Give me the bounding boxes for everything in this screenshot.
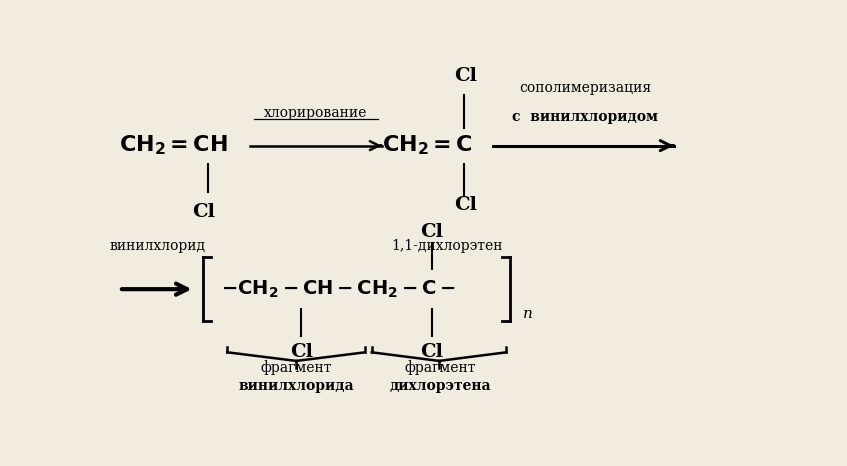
Text: $\mathbf{-CH_2-CH-CH_2-C-}$: $\mathbf{-CH_2-CH-CH_2-C-}$	[221, 279, 456, 300]
Text: Cl: Cl	[290, 343, 313, 361]
Text: Cl: Cl	[419, 343, 443, 361]
Text: с  винилхлоридом: с винилхлоридом	[512, 110, 658, 123]
Text: фрагмент: фрагмент	[405, 360, 476, 375]
Text: Cl: Cl	[455, 67, 478, 85]
Text: n: n	[523, 307, 533, 321]
Text: дихлорэтена: дихлорэтена	[390, 378, 491, 393]
Text: Cl: Cl	[419, 223, 443, 241]
Text: винилхлорида: винилхлорида	[238, 378, 354, 393]
Text: хлорирование: хлорирование	[264, 106, 368, 120]
Text: винилхлорид: винилхлорид	[109, 239, 205, 253]
Text: Cl: Cl	[192, 203, 215, 221]
Text: 1,1-дихлорэтен: 1,1-дихлорэтен	[391, 239, 503, 253]
Text: фрагмент: фрагмент	[261, 360, 332, 375]
Text: Cl: Cl	[455, 196, 478, 214]
Text: сополимеризация: сополимеризация	[519, 81, 651, 95]
Text: $\mathbf{CH_2{=}C}$: $\mathbf{CH_2{=}C}$	[381, 134, 473, 158]
Text: $\mathbf{CH_2{=}CH}$: $\mathbf{CH_2{=}CH}$	[119, 134, 228, 158]
